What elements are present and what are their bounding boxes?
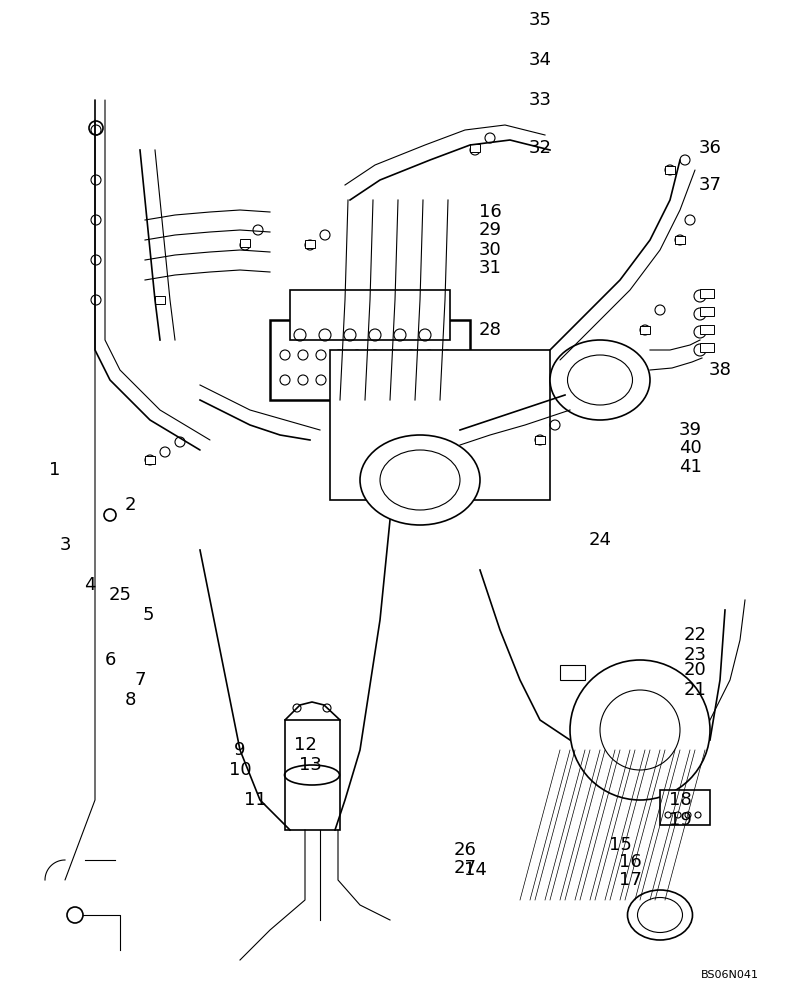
Text: 31: 31	[478, 259, 502, 277]
Text: 7: 7	[134, 671, 146, 689]
Text: 17: 17	[618, 871, 642, 889]
Text: 19: 19	[669, 811, 691, 829]
Bar	[560, 665, 585, 680]
Ellipse shape	[550, 340, 650, 420]
Text: 41: 41	[678, 458, 702, 476]
Text: 14: 14	[463, 861, 486, 879]
Text: BS06N041: BS06N041	[701, 970, 759, 980]
Bar	[155, 296, 165, 304]
Bar	[700, 343, 714, 352]
Bar	[640, 326, 650, 334]
Text: 25: 25	[109, 586, 131, 604]
Text: 18: 18	[669, 791, 691, 809]
Text: 12: 12	[294, 736, 317, 754]
Bar	[700, 307, 714, 316]
Text: 40: 40	[678, 439, 702, 457]
Text: 6: 6	[104, 651, 116, 669]
Text: 3: 3	[59, 536, 70, 554]
Bar	[660, 790, 710, 825]
Text: 15: 15	[609, 836, 631, 854]
Text: 13: 13	[298, 756, 322, 774]
Text: 21: 21	[683, 681, 706, 699]
Text: 2: 2	[124, 496, 136, 514]
Text: 11: 11	[244, 791, 266, 809]
Text: 4: 4	[84, 576, 96, 594]
Bar	[665, 166, 675, 174]
Text: 23: 23	[683, 646, 706, 664]
Text: 28: 28	[478, 321, 502, 339]
Text: 16: 16	[618, 853, 642, 871]
Bar	[700, 325, 714, 334]
Text: 27: 27	[454, 859, 477, 877]
Bar	[535, 436, 545, 444]
Text: 16: 16	[478, 203, 502, 221]
Bar	[675, 236, 685, 244]
Ellipse shape	[627, 890, 693, 940]
Bar	[305, 240, 315, 248]
Bar	[270, 320, 470, 400]
Text: 29: 29	[478, 221, 502, 239]
Text: 8: 8	[124, 691, 136, 709]
Text: 33: 33	[529, 91, 551, 109]
Text: 24: 24	[589, 531, 611, 549]
Text: 20: 20	[684, 661, 706, 679]
Ellipse shape	[360, 435, 480, 525]
Bar	[330, 350, 550, 500]
Text: 26: 26	[454, 841, 477, 859]
Text: 39: 39	[678, 421, 702, 439]
Text: 37: 37	[698, 176, 722, 194]
Text: 32: 32	[529, 139, 551, 157]
Text: 22: 22	[683, 626, 706, 644]
Text: 5: 5	[142, 606, 154, 624]
Text: 38: 38	[709, 361, 731, 379]
Bar	[470, 144, 480, 152]
Bar	[290, 290, 450, 340]
Bar	[700, 289, 714, 298]
Text: 1: 1	[50, 461, 61, 479]
Text: 9: 9	[234, 741, 246, 759]
Bar	[145, 456, 155, 464]
Text: 36: 36	[698, 139, 722, 157]
Text: 34: 34	[529, 51, 551, 69]
Text: 10: 10	[229, 761, 251, 779]
Bar	[285, 720, 340, 830]
Bar	[240, 239, 250, 247]
Text: 35: 35	[529, 11, 551, 29]
Text: 30: 30	[478, 241, 502, 259]
